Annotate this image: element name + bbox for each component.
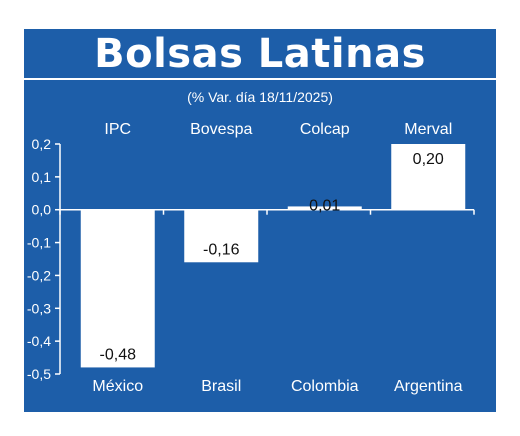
category-label: Argentina — [394, 378, 463, 395]
category-label: Brasil — [201, 378, 241, 395]
value-label: -0,48 — [100, 346, 137, 363]
title-band: Bolsas Latinas — [24, 29, 496, 80]
category-label: Colombia — [291, 378, 359, 395]
bar-colombia — [287, 206, 362, 210]
y-tick-label: 0,0 — [32, 202, 52, 218]
bar-chart: (% Var. día 18/11/2025) 0,2 0,1 0,0 -0,1 -0,… — [27, 89, 475, 395]
y-tick-label: -0,5 — [27, 366, 51, 382]
chart-frame: Bolsas Latinas (% Var. día 18/11/2025) 0… — [24, 29, 496, 412]
y-tick-label: -0,1 — [27, 235, 51, 251]
y-tick-label: 0,2 — [32, 136, 52, 152]
y-tick-label: -0,3 — [27, 300, 51, 316]
index-name-label: Merval — [404, 121, 452, 138]
category-label: México — [92, 378, 143, 395]
chart-subtitle: (% Var. día 18/11/2025) — [187, 89, 333, 105]
bar-argentina — [391, 144, 466, 210]
bar-brasil — [184, 209, 259, 263]
index-name-label: Colcap — [300, 121, 350, 138]
bar-méxico — [80, 209, 155, 368]
value-label: 0,20 — [413, 151, 444, 168]
y-tick-label: -0,4 — [27, 333, 51, 349]
index-name-label: IPC — [104, 121, 131, 138]
value-label: 0,01 — [309, 198, 340, 215]
chart-title: Bolsas Latinas — [94, 30, 426, 77]
value-label: -0,16 — [203, 241, 240, 258]
y-tick-label: -0,2 — [27, 267, 51, 283]
y-tick-label: 0,1 — [32, 169, 52, 185]
index-name-label: Bovespa — [190, 121, 252, 138]
